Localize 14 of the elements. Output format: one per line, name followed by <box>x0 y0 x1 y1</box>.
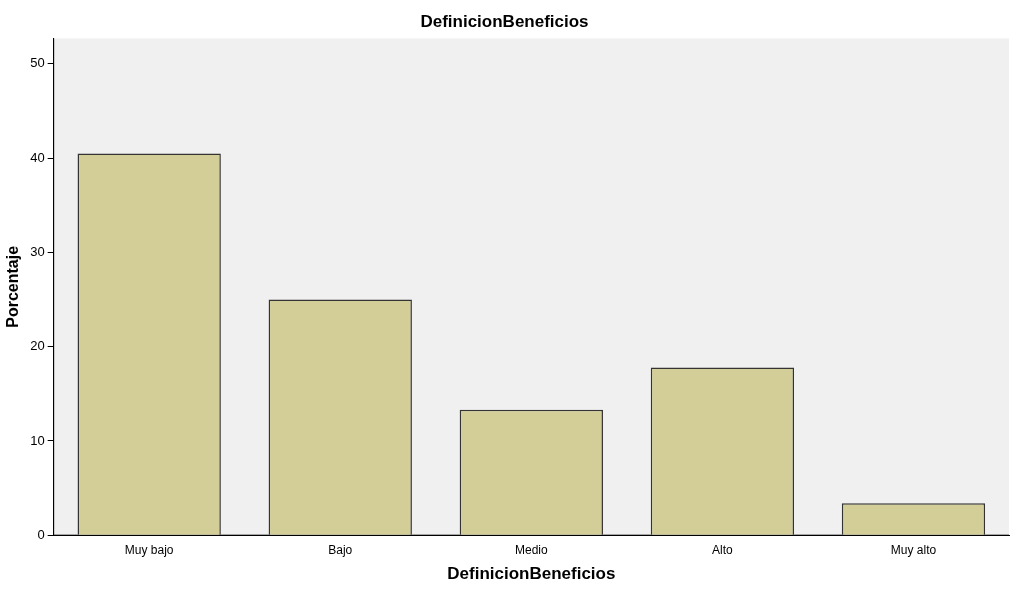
x-tick-label: Alto <box>712 542 734 557</box>
x-tick-label: Muy alto <box>890 542 937 557</box>
x-axis-title: DefinicionBeneficios <box>447 564 616 584</box>
y-axis-title: Porcentaje <box>4 245 22 328</box>
y-tick-label: 10 <box>30 432 45 448</box>
x-tick-label: Medio <box>514 542 548 557</box>
y-tick-label: 30 <box>30 243 45 259</box>
y-tick-label: 0 <box>37 526 45 542</box>
y-tick-label: 50 <box>30 55 45 71</box>
chart-title: DefinicionBeneficios <box>420 11 589 31</box>
x-tick-label: Bajo <box>328 542 353 557</box>
x-tick-label: Muy bajo <box>124 542 174 557</box>
y-tick-label: 20 <box>30 338 45 354</box>
y-tick-label: 40 <box>30 149 45 165</box>
